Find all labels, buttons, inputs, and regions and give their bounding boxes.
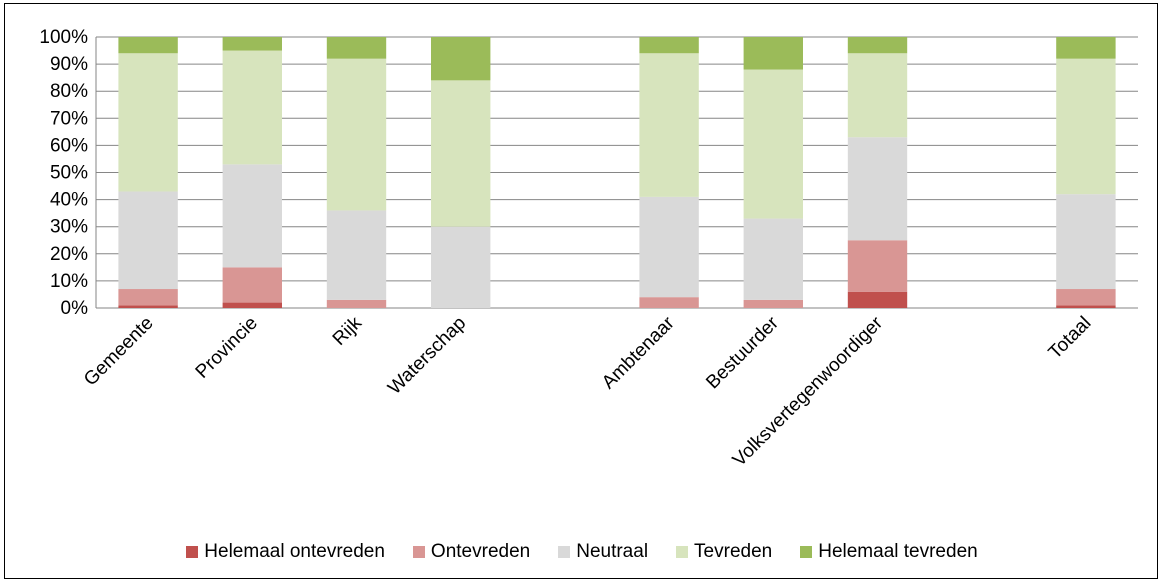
- bar-segment: [847, 291, 908, 308]
- y-tick-label: 0%: [61, 298, 89, 319]
- bar-segment: [639, 53, 699, 197]
- bar-segment: [222, 164, 282, 268]
- y-tick-label: 90%: [50, 54, 88, 75]
- bar-segment: [1056, 194, 1116, 290]
- legend-item: Helemaal ontevreden: [186, 541, 385, 563]
- bar-segment: [743, 37, 803, 70]
- y-tick-label: 70%: [50, 108, 88, 129]
- bar-segment: [743, 299, 803, 308]
- x-tick-label: Bestuurder: [702, 312, 783, 393]
- bar-segment: [1056, 305, 1116, 308]
- bar-segment: [1056, 37, 1116, 59]
- legend-swatch: [412, 546, 425, 558]
- legend-label: Tevreden: [694, 541, 773, 562]
- bar-segment: [431, 226, 491, 308]
- legend-swatch: [676, 546, 689, 558]
- y-tick-label: 40%: [50, 190, 88, 211]
- bar-segment: [326, 299, 387, 308]
- bar-segment: [118, 305, 178, 308]
- bar-segment: [118, 191, 178, 290]
- bar-segment: [326, 210, 387, 300]
- y-tick-label: 10%: [50, 271, 88, 292]
- x-tick-label: Provincie: [192, 313, 262, 383]
- y-tick-label: 50%: [50, 163, 88, 184]
- chart-frame: [4, 3, 1158, 579]
- y-tick-label: 100%: [39, 27, 88, 48]
- bar-segment: [639, 297, 699, 308]
- bar-segment: [847, 240, 908, 292]
- x-tick-label: Totaal: [1045, 313, 1096, 364]
- bar-segment: [222, 302, 282, 308]
- bar-segment: [326, 58, 387, 211]
- bar-segment: [222, 50, 282, 165]
- x-tick-label: Ambtenaar: [598, 312, 679, 393]
- legend-swatch: [186, 546, 199, 558]
- legend-item: Tevreden: [676, 541, 772, 563]
- legend-item: Ontevreden: [412, 541, 531, 563]
- legend-swatch: [558, 546, 571, 558]
- bar-segment: [118, 53, 178, 192]
- chart-legend: Helemaal ontevreden Ontevreden Neutraal Tev…: [0, 539, 1164, 565]
- bar-segment: [222, 267, 282, 303]
- legend-item: Helemaal tevreden: [800, 541, 978, 563]
- legend-label: Helemaal ontevreden: [204, 541, 385, 562]
- y-tick-label: 30%: [50, 217, 88, 238]
- bar-segment: [743, 69, 803, 219]
- bar-segment: [847, 53, 908, 138]
- bar-segment: [326, 37, 387, 59]
- bar-segment: [118, 37, 178, 54]
- bar-segment: [639, 196, 699, 298]
- bar-segment: [1056, 58, 1116, 195]
- y-tick-label: 80%: [50, 81, 88, 102]
- bar-segment: [847, 137, 908, 241]
- bar-segment: [431, 80, 491, 227]
- bar-segment: [118, 289, 178, 306]
- legend-swatch: [800, 546, 813, 558]
- x-tick-label: Waterschap: [384, 313, 470, 399]
- bar-segment: [1056, 289, 1116, 306]
- bar-segment: [222, 37, 282, 51]
- y-tick-label: 60%: [50, 135, 88, 156]
- legend-item: Neutraal: [558, 541, 648, 563]
- legend-label: Neutraal: [576, 541, 649, 562]
- legend-label: Ontevreden: [430, 541, 531, 562]
- bar-segment: [743, 218, 803, 300]
- x-tick-label: Gemeente: [80, 313, 158, 391]
- bar-segment: [847, 37, 908, 54]
- x-tick-label: Rijk: [329, 312, 367, 350]
- y-tick-label: 20%: [50, 244, 88, 265]
- bar-segment: [639, 37, 699, 54]
- bar-segment: [431, 37, 491, 81]
- legend-label: Helemaal tevreden: [818, 541, 978, 562]
